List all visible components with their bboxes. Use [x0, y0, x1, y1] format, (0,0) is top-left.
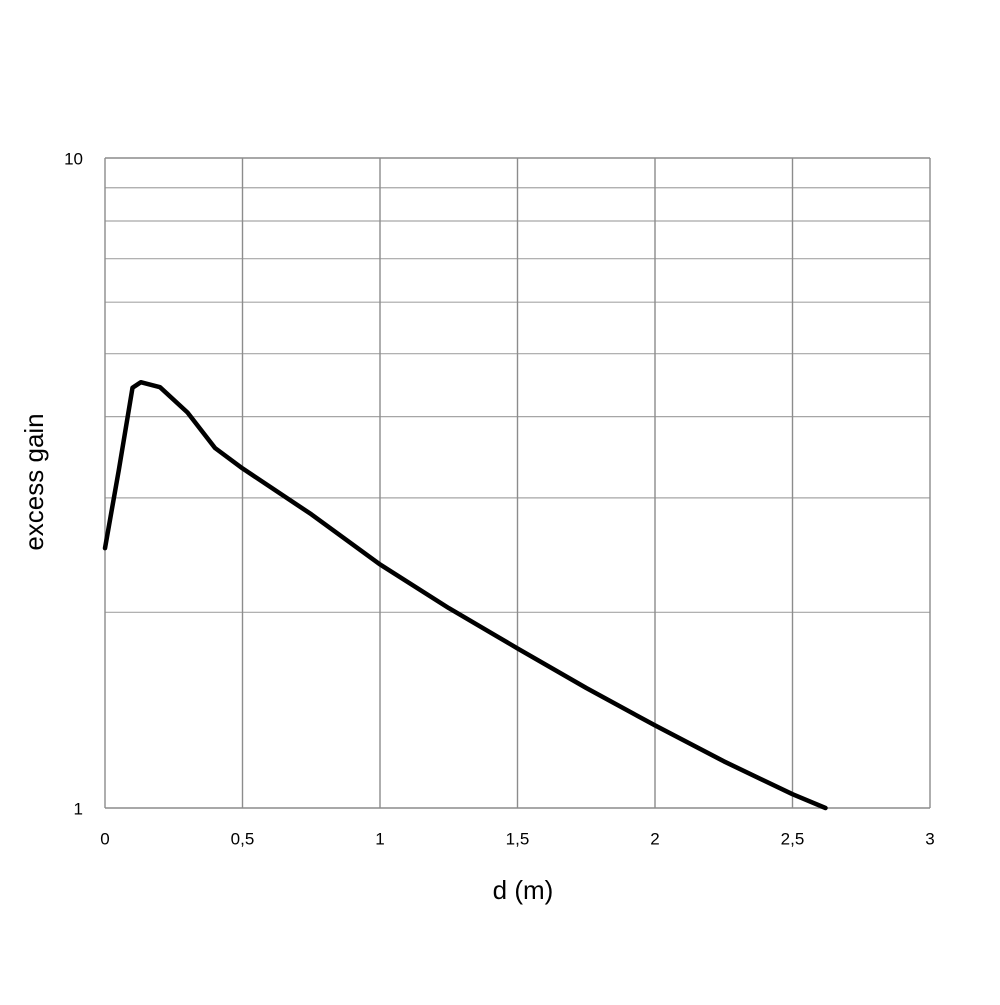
x-tick-label: 2,5 [781, 829, 805, 848]
x-axis-title: d (m) [493, 875, 554, 905]
x-tick-label: 2 [650, 829, 659, 848]
x-tick-label: 0,5 [231, 829, 255, 848]
x-tick-label: 1 [375, 829, 384, 848]
x-tick-label: 0 [100, 829, 109, 848]
y-axis-title: excess gain [19, 413, 49, 550]
y-tick-label: 10 [64, 149, 83, 168]
y-tick-label: 1 [74, 799, 83, 818]
data-line [102, 379, 828, 811]
x-tick-label: 3 [925, 829, 934, 848]
x-tick-label: 1,5 [506, 829, 530, 848]
